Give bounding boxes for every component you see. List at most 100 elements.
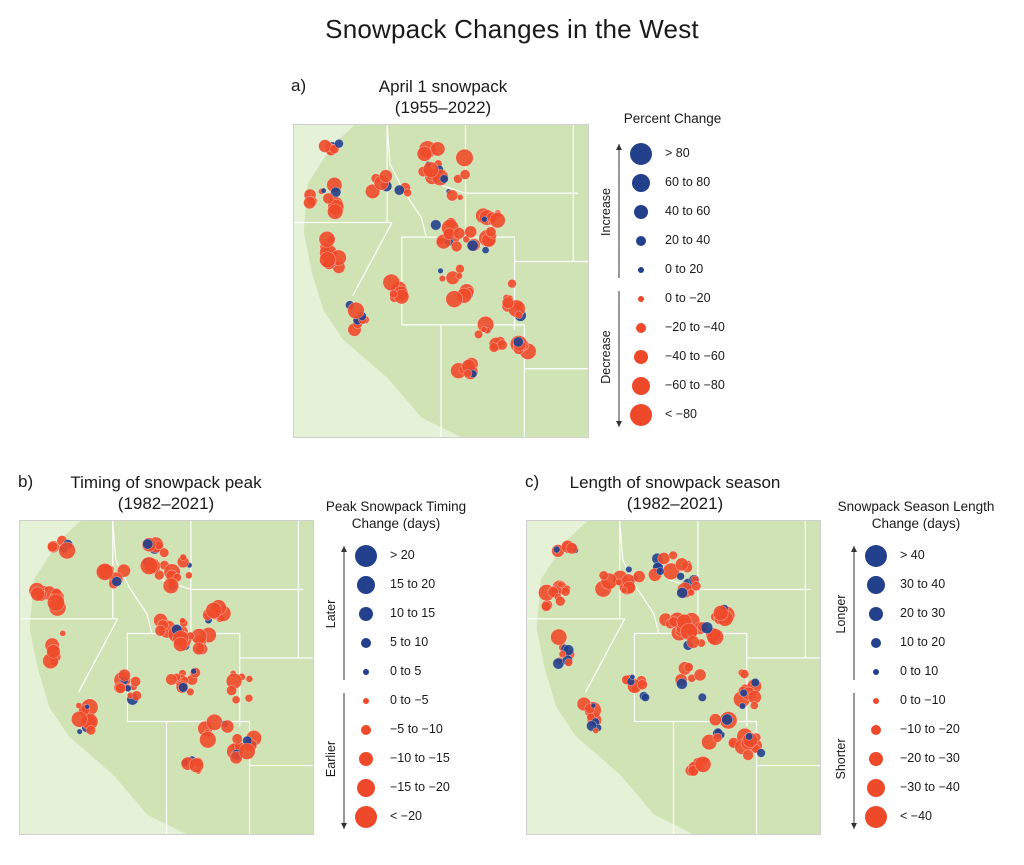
legend-class-label: −30 to −40	[900, 780, 960, 794]
legend-arrowhead-down	[851, 823, 857, 829]
legend-swatch-increase-size-2	[636, 236, 646, 246]
station-decrease-marker	[75, 702, 83, 709]
legend-graphics	[616, 143, 652, 427]
station-decrease-marker	[455, 148, 474, 167]
station-decrease-marker	[555, 596, 566, 607]
station-decrease-marker	[179, 617, 187, 625]
station-decrease-marker	[474, 329, 484, 339]
station-increase-marker	[512, 336, 524, 348]
station-decrease-marker	[565, 542, 578, 555]
station-decrease-marker	[507, 278, 517, 289]
legend-swatch-increase-size-5	[865, 545, 887, 567]
station-increase-marker	[676, 678, 688, 690]
station-decrease-marker	[558, 650, 567, 658]
legend-arrowhead-up	[851, 546, 857, 552]
station-increase-marker	[481, 215, 488, 223]
station-decrease-marker	[205, 602, 223, 619]
station-decrease-marker	[47, 593, 65, 612]
legend-arrowhead-up	[341, 546, 347, 552]
state-boundary	[78, 618, 119, 693]
station-decrease-marker	[712, 605, 729, 621]
panel-c-title-line2: (1982–2021)	[626, 494, 724, 513]
station-markers	[28, 535, 262, 775]
station-decrease-marker	[231, 733, 243, 745]
legend-class-label: 60 to 80	[665, 175, 711, 189]
panel-c-map-svg	[527, 521, 820, 834]
station-decrease-marker	[319, 251, 336, 269]
legend-swatch-decrease-size-4	[632, 377, 650, 395]
legend-swatch-increase-size-4	[632, 174, 650, 192]
legend-swatch-decrease-size-5	[355, 806, 377, 828]
station-decrease-marker	[303, 196, 317, 210]
panel-a-legend-title: Percent Change	[600, 110, 745, 127]
station-decrease-marker	[693, 668, 707, 682]
legend-class-label: −20 to −40	[665, 320, 725, 334]
legend-swatch-decrease-size-3	[359, 752, 373, 766]
station-increase-marker	[750, 677, 760, 688]
panel-b-map	[19, 520, 314, 835]
station-increase-marker	[697, 692, 707, 702]
station-increase-marker	[320, 187, 327, 194]
panel-a-title-line2: (1955–2022)	[394, 98, 492, 117]
station-decrease-marker	[85, 725, 96, 736]
legend-swatch-decrease-size-4	[357, 779, 375, 797]
station-decrease-marker	[560, 586, 571, 597]
station-decrease-marker	[199, 731, 217, 749]
legend-swatch-increase-size-1	[638, 267, 644, 273]
panel-c-legend-title-line1: Snowpack Season Length	[837, 499, 995, 514]
station-decrease-marker	[117, 563, 131, 578]
legend-swatch-decrease-size-2	[871, 725, 881, 735]
station-increase-marker	[756, 748, 766, 758]
legend-class-label: 20 to 30	[900, 606, 946, 620]
station-decrease-marker	[636, 679, 648, 691]
station-increase-marker	[76, 728, 83, 735]
panel-c-legend-title: Snowpack Season Length Change (days)	[820, 498, 1012, 532]
station-decrease-marker	[455, 264, 465, 274]
station-increase-marker	[676, 572, 685, 581]
station-decrease-marker	[485, 226, 497, 238]
station-decrease-marker	[245, 675, 254, 683]
legend-swatch-decrease-size-3	[869, 752, 883, 766]
station-decrease-marker	[159, 547, 170, 558]
station-decrease-marker	[188, 757, 205, 773]
station-decrease-marker	[220, 719, 235, 734]
station-decrease-marker	[564, 658, 574, 667]
station-decrease-marker	[192, 642, 206, 656]
station-increase-marker	[178, 682, 189, 693]
station-decrease-marker	[657, 552, 671, 565]
panel-c-title: Length of snowpack season (1982–2021)	[550, 472, 800, 514]
legend-graphics	[341, 545, 377, 829]
panel-a-legend-title-line1: Percent Change	[623, 111, 722, 126]
station-decrease-marker	[95, 563, 114, 581]
station-decrease-marker	[464, 225, 478, 239]
panel-c-title-line1: Length of snowpack season	[569, 473, 781, 492]
station-increase-marker	[142, 538, 154, 550]
station-decrease-marker	[347, 301, 365, 320]
station-decrease-marker	[712, 732, 723, 743]
state-boundary	[112, 521, 153, 634]
station-decrease-marker	[463, 369, 473, 379]
panel-b-map-svg	[20, 521, 313, 834]
legend-arrowhead-down	[616, 421, 622, 427]
legend-class-label: −10 to −15	[390, 751, 450, 765]
legend-swatch-decrease-size-5	[865, 806, 887, 828]
panel-a-letter: a)	[291, 76, 307, 95]
station-decrease-marker	[140, 556, 159, 575]
station-decrease-marker	[450, 240, 463, 253]
station-decrease-marker	[58, 541, 76, 560]
legend-swatch-decrease-size-1	[873, 698, 879, 704]
legend-upper-direction: Increase	[599, 188, 613, 236]
legend-class-label: < −40	[900, 809, 932, 823]
panel-b-letter: b)	[18, 472, 34, 491]
legend-swatch-decrease-size-1	[363, 698, 369, 704]
legend-graphics	[851, 545, 887, 829]
legend-swatch-increase-size-4	[357, 576, 375, 594]
legend-arrowhead-down	[341, 823, 347, 829]
station-decrease-marker	[557, 581, 564, 588]
station-decrease-marker	[687, 588, 695, 597]
station-increase-marker	[590, 702, 597, 709]
legend-swatch-increase-size-3	[359, 607, 373, 621]
station-decrease-marker	[379, 169, 393, 183]
panel-b-title-line2: (1982–2021)	[117, 494, 215, 513]
legend-upper-direction: Later	[324, 599, 338, 629]
